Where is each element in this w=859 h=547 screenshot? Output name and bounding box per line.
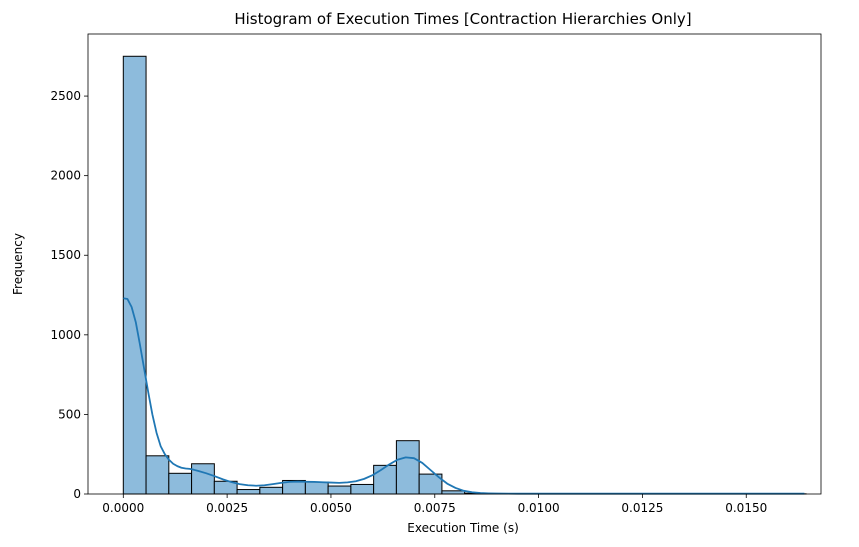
x-tick-label: 0.0000 bbox=[102, 501, 144, 515]
x-tick-label: 0.0075 bbox=[414, 501, 456, 515]
x-tick-label: 0.0125 bbox=[621, 501, 663, 515]
histogram-bar bbox=[373, 464, 397, 495]
x-tick-label: 0.0025 bbox=[206, 501, 248, 515]
x-tick-label: 0.0150 bbox=[725, 501, 767, 515]
histogram-bar bbox=[145, 455, 170, 495]
histogram-bar bbox=[236, 489, 261, 495]
x-tick-label: 0.0100 bbox=[518, 501, 560, 515]
histogram-bar bbox=[122, 55, 147, 495]
histogram-bar bbox=[395, 440, 420, 495]
histogram-bar bbox=[259, 486, 284, 495]
histogram-bar bbox=[350, 483, 375, 495]
x-tick-label: 0.0050 bbox=[310, 501, 352, 515]
x-axis-label: Execution Time (s) bbox=[407, 521, 519, 535]
plot-area-frame bbox=[87, 33, 822, 495]
x-axis: 0.0000 0.0025 0.0050 0.0075 0.0100 0.0125 0.01… bbox=[102, 494, 767, 515]
kde-curve bbox=[123, 297, 805, 495]
y-tick-label: 1500 bbox=[50, 248, 81, 262]
histogram-bar bbox=[327, 485, 352, 495]
histogram-bar bbox=[168, 472, 193, 495]
y-axis-label: Frequency bbox=[11, 233, 25, 295]
histogram-bar bbox=[304, 481, 329, 495]
y-tick-label: 1000 bbox=[50, 328, 81, 342]
histogram-bar bbox=[441, 490, 466, 495]
y-tick-label: 500 bbox=[58, 407, 81, 421]
y-tick-label: 2500 bbox=[50, 89, 81, 103]
chart-title: Histogram of Execution Times [Contractio… bbox=[234, 10, 691, 28]
y-axis: 0 500 1000 1500 2000 2500 bbox=[50, 89, 88, 501]
kde-curve-group bbox=[123, 297, 805, 495]
y-tick-label: 2000 bbox=[50, 169, 81, 183]
histogram-bar bbox=[191, 463, 215, 495]
y-tick-label: 0 bbox=[73, 487, 81, 501]
